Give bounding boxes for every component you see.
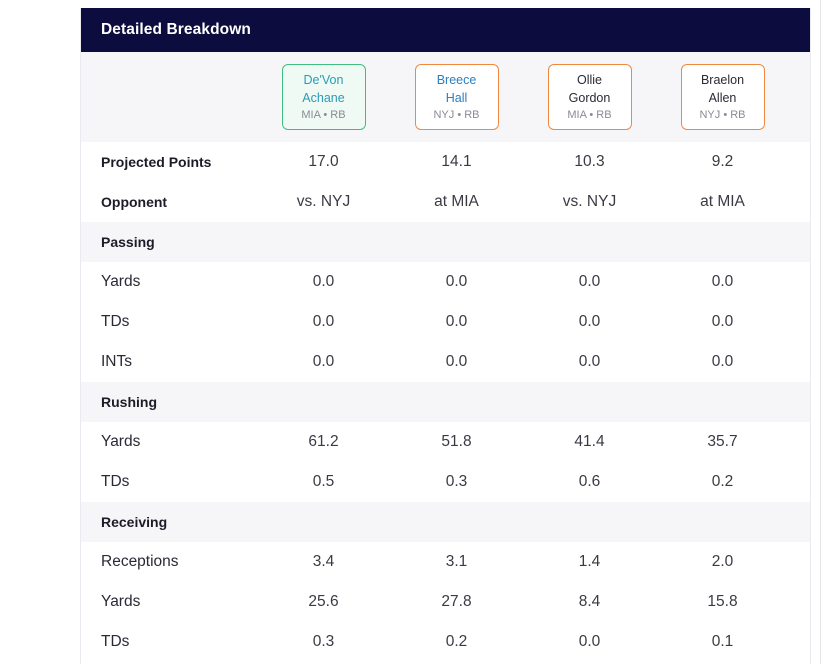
- player-chip-hall[interactable]: Breece Hall NYJ • RB: [414, 64, 499, 130]
- value-cell: 25.6: [308, 593, 339, 610]
- value-cell: 0.0: [578, 633, 601, 650]
- receiving-yards-row: Yards 25.6 27.8 8.4 15.8: [81, 582, 810, 622]
- window-edge: [820, 0, 821, 664]
- passing-ints-row: INTs 0.0 0.0 0.0 0.0: [81, 342, 810, 382]
- player-first-name: Braelon: [700, 73, 745, 87]
- value-cell: 0.2: [445, 633, 468, 650]
- value-cell: 9.2: [711, 153, 734, 170]
- passing-yards-row: Yards 0.0 0.0 0.0 0.0: [81, 262, 810, 302]
- value-cell: 0.0: [312, 313, 335, 330]
- card-header: Detailed Breakdown: [81, 8, 810, 52]
- player-team-position: NYJ • RB: [433, 109, 480, 121]
- value-cell: 1.4: [578, 553, 601, 570]
- value-cell: 0.0: [445, 313, 468, 330]
- player-first-name: Ollie: [576, 73, 602, 87]
- value-cell: 2.0: [711, 553, 734, 570]
- player-team-position: MIA • RB: [567, 109, 612, 121]
- card-title: Detailed Breakdown: [101, 21, 251, 38]
- value-cell: 0.1: [711, 633, 734, 650]
- value-cell: 10.3: [574, 153, 605, 170]
- value-cell: 51.8: [441, 433, 472, 450]
- value-cell: 14.1: [441, 153, 472, 170]
- passing-tds-row: TDs 0.0 0.0 0.0 0.0: [81, 302, 810, 342]
- row-label: Yards: [101, 273, 141, 290]
- row-label: TDs: [101, 633, 130, 650]
- row-label: Projected Points: [101, 154, 212, 170]
- player-last-name: Hall: [445, 91, 468, 105]
- value-cell: 61.2: [308, 433, 339, 450]
- player-last-name: Allen: [708, 91, 737, 105]
- value-cell: vs. NYJ: [296, 193, 351, 210]
- value-cell: 0.0: [578, 313, 601, 330]
- value-cell: 0.0: [312, 353, 335, 370]
- value-cell: 0.0: [578, 273, 601, 290]
- breakdown-table: De'Von Achane MIA • RB Breece Hall NYJ •…: [81, 52, 810, 662]
- value-cell: 41.4: [574, 433, 605, 450]
- value-cell: 0.6: [578, 473, 601, 490]
- player-first-name: De'Von: [303, 73, 344, 87]
- opponent-row: Opponent vs. NYJ at MIA vs. NYJ at MIA: [81, 182, 810, 222]
- value-cell: 0.3: [312, 633, 335, 650]
- detailed-breakdown-card: Detailed Breakdown De'Von Achane MIA • R…: [80, 8, 811, 664]
- projected-points-row: Projected Points 17.0 14.1 10.3 9.2: [81, 142, 810, 182]
- player-team-position: NYJ • RB: [699, 109, 746, 121]
- value-cell: vs. NYJ: [562, 193, 617, 210]
- row-label: Receptions: [101, 553, 179, 570]
- player-last-name: Gordon: [568, 91, 611, 105]
- value-cell: 3.1: [445, 553, 468, 570]
- row-label: Opponent: [101, 194, 168, 210]
- player-team-position: MIA • RB: [301, 109, 346, 121]
- value-cell: at MIA: [700, 193, 745, 210]
- value-cell: at MIA: [434, 193, 479, 210]
- section-title: Passing: [101, 234, 155, 250]
- value-cell: 0.0: [711, 313, 734, 330]
- value-cell: 8.4: [578, 593, 601, 610]
- value-cell: 35.7: [707, 433, 738, 450]
- player-chip-allen[interactable]: Braelon Allen NYJ • RB: [680, 64, 765, 130]
- receiving-receptions-row: Receptions 3.4 3.1 1.4 2.0: [81, 542, 810, 582]
- row-label: Yards: [101, 433, 141, 450]
- player-last-name: Achane: [302, 91, 345, 105]
- row-label: TDs: [101, 473, 130, 490]
- value-cell: 0.0: [711, 273, 734, 290]
- section-header-rushing: Rushing: [81, 382, 810, 422]
- section-header-passing: Passing: [81, 222, 810, 262]
- value-cell: 27.8: [441, 593, 472, 610]
- section-title: Rushing: [101, 394, 157, 410]
- row-label: TDs: [101, 313, 130, 330]
- value-cell: 0.0: [711, 353, 734, 370]
- row-label: INTs: [101, 353, 132, 370]
- section-title: Receiving: [101, 514, 168, 530]
- rushing-yards-row: Yards 61.2 51.8 41.4 35.7: [81, 422, 810, 462]
- value-cell: 3.4: [312, 553, 335, 570]
- player-first-name: Breece: [436, 73, 477, 87]
- value-cell: 0.0: [578, 353, 601, 370]
- value-cell: 0.0: [445, 353, 468, 370]
- player-chip-gordon[interactable]: Ollie Gordon MIA • RB: [547, 64, 632, 130]
- value-cell: 0.2: [711, 473, 734, 490]
- value-cell: 0.5: [312, 473, 335, 490]
- value-cell: 0.0: [445, 273, 468, 290]
- receiving-tds-row: TDs 0.3 0.2 0.0 0.1: [81, 622, 810, 662]
- value-cell: 17.0: [308, 153, 339, 170]
- rushing-tds-row: TDs 0.5 0.3 0.6 0.2: [81, 462, 810, 502]
- value-cell: 0.3: [445, 473, 468, 490]
- section-header-receiving: Receiving: [81, 502, 810, 542]
- player-chip-achane[interactable]: De'Von Achane MIA • RB: [281, 64, 366, 130]
- row-label: Yards: [101, 593, 141, 610]
- players-header-row: De'Von Achane MIA • RB Breece Hall NYJ •…: [81, 52, 810, 142]
- value-cell: 0.0: [312, 273, 335, 290]
- value-cell: 15.8: [707, 593, 738, 610]
